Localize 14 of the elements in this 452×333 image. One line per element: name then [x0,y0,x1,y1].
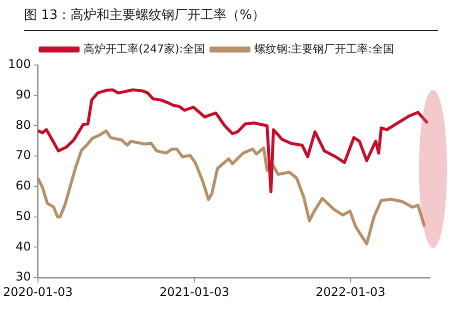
y-tick-label: 40 [16,239,31,254]
y-tick-label: 70 [16,148,31,162]
legend-label: 螺纹钢:主要钢厂开工率:全国 [254,42,394,56]
y-tick-label: 60 [16,178,31,193]
x-tick-label: 2022-01-03 [316,284,386,299]
x-tick-label: 2021-01-03 [160,284,230,299]
y-tick-label: 50 [16,208,31,223]
legend-label: 高炉开工率(247家):全国 [84,42,205,56]
y-tick-label: 100 [8,57,31,72]
y-tick-label: 90 [16,87,31,102]
x-tick-label: 2020-01-03 [2,284,73,299]
chart-title: 图 13：高炉和主要螺纹钢厂开工率（%） [24,6,438,31]
y-tick-label: 80 [16,118,31,132]
y-tick-label: 30 [16,270,31,284]
